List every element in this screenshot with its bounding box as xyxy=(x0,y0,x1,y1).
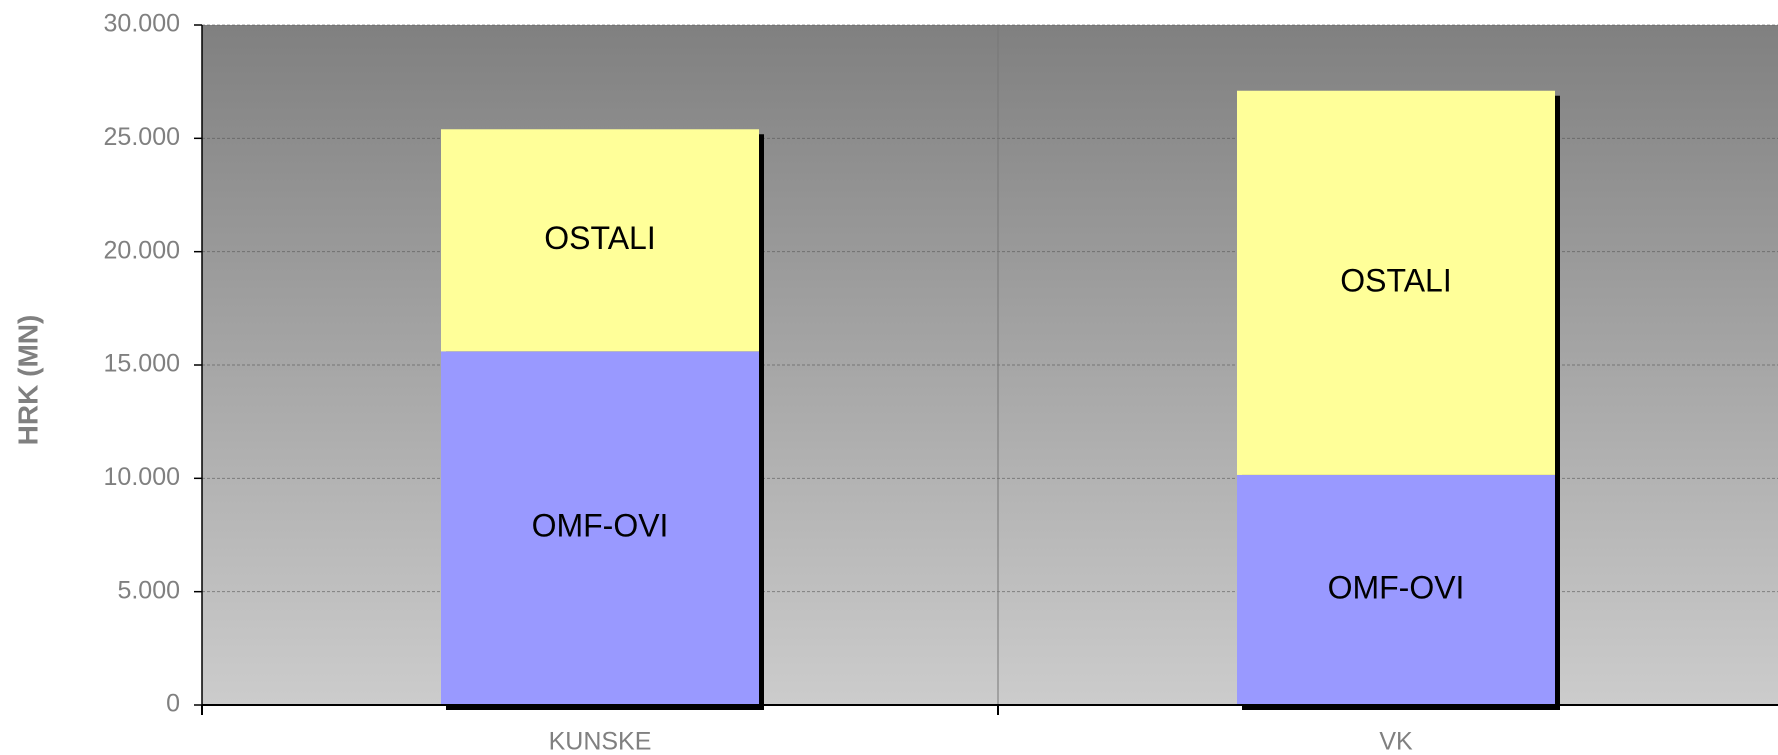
y-tick-label: 10.000 xyxy=(104,463,180,491)
segment-label: OMF-OVI xyxy=(532,508,669,544)
y-tick-label: 0 xyxy=(166,690,180,718)
y-tick-label: 15.000 xyxy=(104,350,180,378)
y-tick-label: 20.000 xyxy=(104,236,180,264)
bar-segment xyxy=(441,351,759,705)
y-tick-label: 25.000 xyxy=(104,123,180,151)
bar-segment xyxy=(1237,90,1555,475)
y-axis-label: HRK (MN) xyxy=(12,315,43,446)
y-tick-label: 30.000 xyxy=(104,10,180,38)
segment-label: OMF-OVI xyxy=(1328,569,1465,605)
x-tick-label: VK xyxy=(1379,728,1413,755)
bar-segment xyxy=(1237,474,1555,705)
y-tick-label: 5.000 xyxy=(117,576,180,604)
segment-label: OSTALI xyxy=(544,220,655,256)
x-tick-label: KUNSKE xyxy=(549,728,652,755)
segment-label: OSTALI xyxy=(1340,262,1451,298)
bar-segment xyxy=(441,129,759,352)
